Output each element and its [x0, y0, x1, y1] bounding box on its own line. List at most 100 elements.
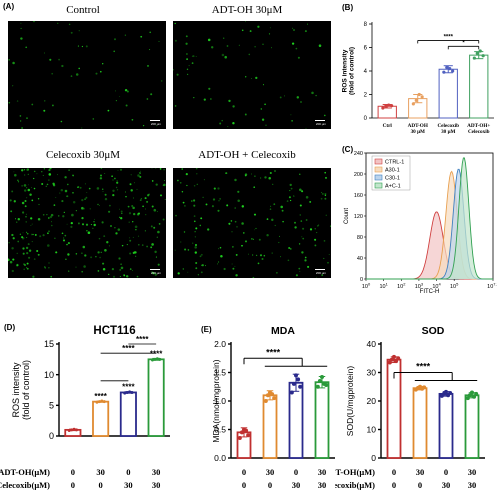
green-dot — [81, 252, 83, 255]
green-dot — [252, 238, 254, 240]
data-point — [67, 428, 71, 432]
green-dot — [64, 176, 67, 179]
green-dot — [174, 249, 176, 251]
green-dot — [46, 183, 49, 186]
green-dot — [251, 238, 253, 240]
green-dot — [210, 98, 212, 100]
green-dot — [113, 50, 115, 53]
green-dot — [93, 223, 96, 227]
green-dot — [155, 272, 157, 274]
y-tick-label: 2.0 — [214, 339, 226, 349]
green-dot — [184, 205, 186, 207]
green-dot — [262, 84, 265, 86]
green-dot — [181, 190, 184, 193]
data-point — [465, 396, 470, 401]
y-tick-label: 4 — [364, 69, 368, 75]
green-dot — [114, 177, 116, 180]
green-dot — [131, 205, 134, 207]
green-dot — [70, 221, 73, 225]
data-point — [128, 390, 132, 394]
green-dot — [324, 192, 327, 196]
green-dot — [180, 241, 182, 243]
green-dot — [254, 229, 256, 231]
row-value: 0 — [71, 467, 75, 477]
green-dot — [26, 267, 28, 269]
green-dot — [213, 187, 216, 190]
green-dot — [133, 182, 135, 184]
green-dot — [293, 195, 295, 197]
green-dot — [273, 203, 276, 206]
green-dot — [8, 59, 10, 61]
row-value: 0 — [242, 480, 246, 490]
green-dot — [77, 186, 79, 189]
green-dot — [316, 276, 318, 278]
data-point — [123, 391, 127, 395]
green-dot — [26, 231, 28, 233]
green-dot — [28, 249, 32, 252]
green-dot — [194, 220, 196, 223]
data-point — [150, 358, 154, 362]
green-dot — [157, 263, 160, 266]
green-dot — [186, 58, 188, 60]
green-dot — [68, 169, 70, 171]
data-point — [448, 67, 452, 71]
y-tick-label: 240 — [354, 151, 363, 157]
green-dot — [81, 45, 84, 48]
scale-label: 200 μm — [315, 122, 326, 126]
legend-swatch — [374, 182, 383, 189]
green-dot — [120, 266, 124, 270]
green-dot — [55, 197, 57, 198]
green-dot — [92, 227, 94, 229]
green-dot — [43, 52, 45, 54]
micro-title-combo: ADT-OH + Celecoxib — [198, 149, 296, 161]
green-dot — [124, 88, 128, 92]
green-dot — [26, 262, 29, 265]
green-dot — [114, 227, 116, 229]
green-dot — [185, 42, 188, 45]
green-dot — [55, 251, 58, 254]
data-point — [265, 393, 270, 398]
green-dot — [300, 220, 303, 222]
green-dot — [195, 56, 197, 57]
green-dot — [26, 197, 28, 199]
green-dot — [323, 257, 325, 260]
green-dot — [25, 213, 27, 215]
green-dot — [306, 23, 309, 25]
data-point — [411, 102, 415, 106]
green-dot — [12, 61, 15, 65]
green-dot — [324, 114, 326, 117]
y-axis-label-group: MDA(nmol/mgprotein) — [211, 359, 221, 442]
green-dot — [97, 251, 100, 254]
green-dot — [175, 214, 177, 217]
green-dot — [279, 235, 280, 237]
green-dot — [176, 73, 179, 76]
green-dot — [44, 100, 46, 102]
green-dot — [305, 196, 309, 199]
green-dot — [231, 231, 233, 233]
green-dot — [51, 224, 53, 227]
green-dot — [23, 169, 26, 171]
green-dot — [111, 175, 113, 178]
data-point — [387, 103, 391, 107]
y-tick-label: 10 — [44, 370, 54, 380]
green-dot — [274, 224, 276, 227]
green-dot — [85, 196, 88, 199]
green-dot — [232, 246, 234, 248]
green-dot — [48, 230, 50, 233]
green-dot — [278, 241, 280, 244]
row-value: 0 — [242, 467, 246, 477]
data-point — [422, 385, 427, 390]
green-dot — [14, 173, 17, 177]
green-dot — [93, 218, 95, 220]
green-dot — [133, 212, 136, 216]
green-dot — [43, 109, 46, 112]
data-point — [298, 384, 303, 389]
green-dot — [179, 181, 182, 184]
green-dot — [10, 210, 13, 213]
green-dot — [119, 208, 120, 210]
green-dot — [98, 237, 101, 240]
green-dot — [84, 183, 86, 185]
green-dot — [31, 199, 34, 202]
green-dot — [62, 239, 66, 242]
green-dot — [228, 99, 231, 103]
